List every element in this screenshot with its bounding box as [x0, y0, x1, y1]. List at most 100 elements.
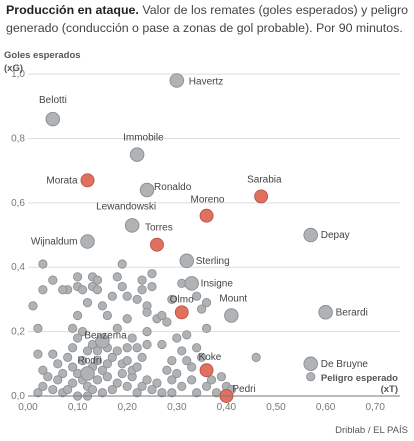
- x-tick-label: 0,00: [18, 402, 38, 413]
- point-labels: Havertz Belotti Immobile Morata Ronaldo Sarab…: [31, 77, 369, 395]
- scatter-point: [97, 388, 108, 398]
- point-label: Havertz: [189, 77, 223, 88]
- scatter-point: [33, 323, 43, 333]
- scatter-point: [117, 368, 127, 379]
- scatter-point: [157, 339, 167, 350]
- scatter-point: [82, 298, 93, 308]
- scatter-point: [167, 355, 177, 366]
- x-axis-title: Peligro esperado: [321, 373, 398, 384]
- scatter-point: [147, 281, 157, 292]
- y-tick-label: 1,0: [11, 69, 25, 80]
- point-label: Morata: [46, 175, 78, 186]
- scatter-point: [142, 327, 152, 337]
- scatter-point: [201, 298, 212, 308]
- scatter-point-mount: [224, 308, 239, 323]
- scatter-point: [132, 362, 142, 372]
- scatter-point: [63, 384, 73, 395]
- scatter-point: [107, 291, 117, 301]
- scatter-point: [112, 272, 122, 282]
- unlabeled-points: [28, 259, 316, 401]
- scatter-point: [92, 355, 103, 366]
- scatter-point: [58, 285, 68, 295]
- scatter-point: [201, 381, 212, 391]
- labeled-points: [45, 73, 333, 403]
- scatter-point-sterling: [179, 253, 194, 269]
- scatter-point: [251, 352, 261, 362]
- scatter-point: [142, 307, 152, 317]
- grid: [28, 73, 400, 333]
- scatter-point: [167, 294, 177, 305]
- scatter-point: [132, 388, 142, 398]
- point-label: Pedri: [232, 384, 255, 395]
- y-tick-label: 0,2: [11, 327, 25, 338]
- point-label: Rodri: [78, 355, 102, 366]
- scatter-point: [92, 285, 103, 295]
- scatter-point: [28, 301, 38, 311]
- scatter-point: [162, 317, 172, 327]
- scatter-point-belotti: [45, 111, 61, 127]
- scatter-point-torres: [150, 237, 164, 252]
- scatter-point: [122, 381, 132, 391]
- scatter-point: [38, 259, 48, 269]
- point-label: Sterling: [196, 256, 230, 267]
- point-label: Sarabia: [247, 174, 282, 185]
- scatter-point-wijnaldum: [80, 234, 95, 249]
- scatter-point: [48, 275, 58, 285]
- scatter-point: [102, 359, 112, 369]
- scatter-point-morata: [80, 173, 95, 188]
- scatter-point: [48, 384, 58, 395]
- point-label: Moreno: [191, 195, 225, 206]
- y-tick-label: 0,8: [11, 133, 25, 144]
- scatter-point-insigne: [184, 276, 199, 291]
- scatter-point: [206, 375, 217, 385]
- scatter-point: [68, 362, 78, 372]
- scatter-point: [92, 275, 103, 285]
- y-tick-label: 0,6: [11, 198, 25, 209]
- source-credit: Driblab / EL PAÍS: [335, 425, 408, 436]
- point-label: Koke: [199, 352, 222, 363]
- scatter-point: [53, 359, 63, 369]
- scatter-point: [142, 339, 152, 350]
- scatter-point-havertz: [169, 73, 185, 88]
- scatter-point: [147, 384, 157, 395]
- scatter-point: [53, 375, 63, 385]
- scatter-point: [187, 375, 197, 385]
- scatter-point: [187, 362, 197, 372]
- scatter-point: [68, 323, 78, 333]
- scatter-point: [73, 310, 83, 321]
- x-axis-unit: (xT): [381, 384, 398, 395]
- scatter-point: [48, 349, 58, 359]
- scatter-point: [216, 372, 227, 382]
- scatter-point: [122, 314, 132, 324]
- point-label: Wijnaldum: [31, 236, 78, 247]
- chart-subtitle: Valor de los remates (goles esperados) y…: [6, 3, 408, 35]
- y-axis-title: Goles esperados: [4, 50, 81, 61]
- scatter-point: [192, 343, 202, 353]
- point-label: Ronaldo: [154, 182, 192, 193]
- scatter-point: [192, 388, 202, 398]
- scatter-point: [177, 381, 187, 391]
- scatter-point: [122, 291, 132, 301]
- scatter-point: [137, 285, 147, 295]
- scatter-point: [167, 388, 177, 398]
- scatter-point-depay: [303, 227, 318, 243]
- scatter-point: [97, 301, 108, 311]
- point-label: Olmo: [170, 294, 194, 305]
- scatter-point: [197, 304, 207, 314]
- scatter-point: [68, 343, 78, 353]
- scatter-point: [77, 327, 88, 337]
- scatter-point: [87, 384, 98, 395]
- point-label: Berardi: [336, 307, 368, 318]
- scatter-point: [107, 384, 117, 395]
- scatter-point-olmo: [174, 305, 189, 320]
- x-tick-label: 0,10: [68, 402, 88, 413]
- y-axis-unit: (xG): [4, 63, 23, 74]
- scatter-point: [43, 372, 53, 382]
- point-label: Depay: [321, 230, 350, 241]
- x-tick-label: 0,70: [365, 402, 385, 413]
- scatter-point: [102, 310, 112, 321]
- scatter-point: [192, 291, 202, 301]
- scatter-point: [162, 365, 172, 375]
- y-tick-label: 0,0: [11, 391, 25, 402]
